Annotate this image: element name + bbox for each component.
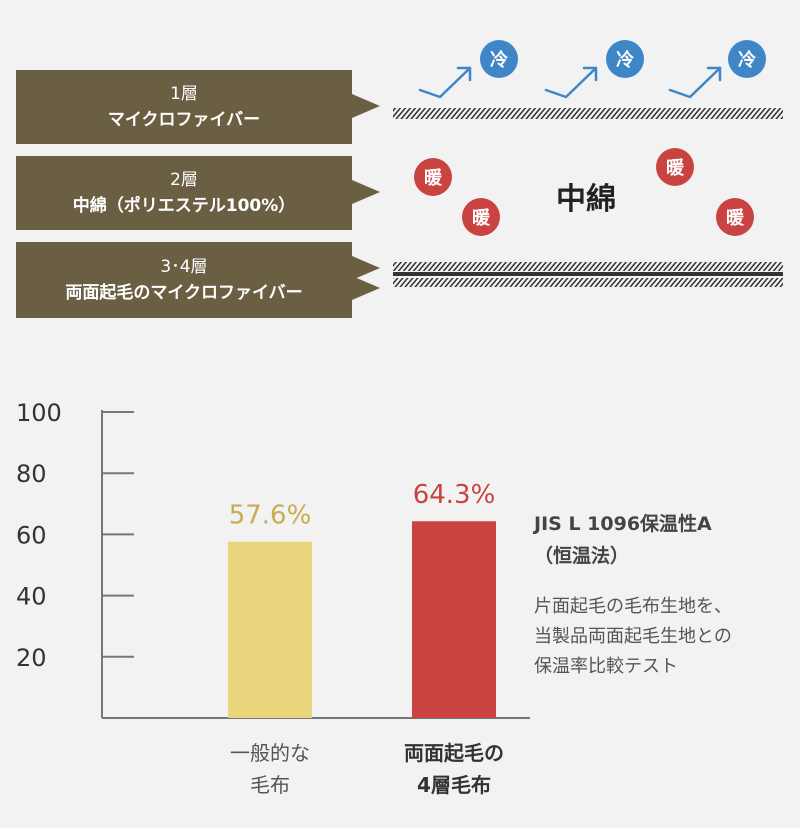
test-standard-name: JIS L 1096保温性A (534, 513, 712, 535)
test-method-name: （恒温法） (534, 545, 630, 567)
batting-layer-label: 中綿 (556, 182, 616, 217)
layer-3-4-material: 両面起毛のマイクロファイバー (65, 283, 303, 303)
cold-badge: 冷 (728, 40, 766, 78)
y-tick-label: 20 (16, 644, 47, 672)
warm-badge: 暖 (656, 148, 694, 186)
fabric-layer-1-hatch (393, 108, 783, 119)
heat-escape-arrow-icon (544, 66, 598, 99)
warm-badge: 暖 (414, 158, 452, 196)
layer-2-material: 中綿（ポリエステル100%） (72, 196, 296, 216)
x-category-label: 4層毛布 (417, 773, 491, 797)
layer-1-number: 1層 (170, 83, 198, 104)
heat-escape-arrow-icon (418, 66, 472, 99)
y-tick-label: 60 (16, 521, 47, 549)
layer-3-4-number: 3･4層 (160, 256, 208, 277)
layer-2-number: 2層 (170, 169, 198, 190)
fabric-layer-3-4-line (393, 272, 783, 276)
warm-badge: 暖 (462, 198, 500, 236)
layer-1-pointer-icon (352, 94, 380, 118)
y-tick-label: 40 (16, 583, 47, 611)
fabric-layer-3-4-hatch-top (393, 262, 783, 271)
test-description-line: 保温率比較テスト (534, 656, 678, 677)
layer-3-4-label: 3･4層 両面起毛のマイクロファイバー (16, 242, 352, 318)
test-description: 片面起毛の毛布生地を、 当製品両面起毛生地との 保温率比較テスト (534, 592, 732, 682)
layer-3-4-pointer-icon (352, 276, 380, 300)
y-tick-label: 100 (16, 399, 62, 427)
x-category-label: 一般的な (230, 741, 310, 765)
warm-badge: 暖 (716, 198, 754, 236)
x-category-label: 両面起毛の (404, 741, 504, 765)
fabric-layer-3-4-hatch-bottom (393, 278, 783, 287)
layer-1-label: 1層 マイクロファイバー (16, 70, 352, 144)
layer-2-label: 2層 中綿（ポリエステル100%） (16, 156, 352, 230)
test-standard-title: JIS L 1096保温性A （恒温法） (534, 508, 712, 572)
layer-1-material: マイクロファイバー (107, 110, 261, 130)
bar (412, 521, 496, 718)
layer-2-pointer-icon (352, 180, 380, 204)
test-description-line: 片面起毛の毛布生地を、 (534, 596, 732, 617)
bar-value-label: 64.3% (413, 480, 496, 510)
cold-badge: 冷 (606, 40, 644, 78)
bar-value-label: 57.6% (229, 501, 312, 531)
x-category-label: 毛布 (250, 773, 290, 797)
cold-badge: 冷 (480, 40, 518, 78)
heat-escape-arrow-icon (668, 66, 722, 99)
layer-diagram (393, 66, 783, 287)
y-tick-label: 80 (16, 460, 47, 488)
test-description-line: 当製品両面起毛生地との (534, 626, 732, 647)
bar (228, 541, 312, 718)
